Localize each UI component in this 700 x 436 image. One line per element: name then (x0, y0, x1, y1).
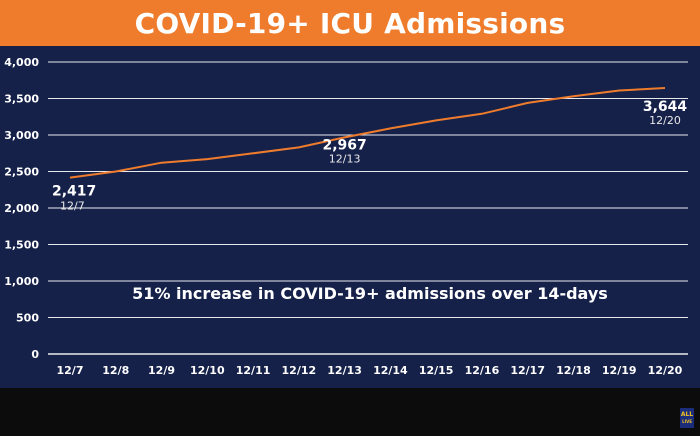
x-tick-label: 12/12 (282, 364, 317, 377)
y-tick-label: 0 (31, 348, 39, 361)
logo-line2: LIVE (682, 419, 692, 424)
data-label-value: 3,644 (643, 99, 688, 115)
x-tick-label: 12/19 (602, 364, 637, 377)
x-tick-label: 12/18 (556, 364, 591, 377)
y-tick-label: 1,000 (4, 275, 39, 288)
y-tick-label: 4,000 (4, 56, 39, 69)
y-tick-label: 3,500 (4, 93, 39, 106)
series-line (69, 87, 666, 179)
x-tick-label: 12/20 (648, 364, 683, 377)
line-chart: 05001,0001,5002,0002,5003,0003,5004,000 … (4, 56, 688, 377)
y-tick-label: 3,000 (4, 129, 39, 142)
data-label-value: 2,967 (322, 137, 366, 153)
x-tick-label: 12/10 (190, 364, 225, 377)
logo-line1: ALL (680, 411, 694, 418)
chart-note: 51% increase in COVID-19+ admissions ove… (132, 284, 608, 303)
channel-logo: ALL LIVE (680, 408, 694, 428)
x-tick-label: 12/11 (236, 364, 271, 377)
y-tick-label: 2,000 (4, 202, 39, 215)
x-tick-label: 12/16 (465, 364, 500, 377)
title-bar: COVID-19+ ICU Admissions (0, 0, 700, 46)
data-label-value: 2,417 (52, 184, 96, 200)
data-label-date: 12/20 (649, 114, 681, 127)
chart-title: COVID-19+ ICU Admissions (134, 6, 566, 40)
data-label-date: 12/13 (329, 152, 361, 165)
data-label-date: 12/7 (60, 200, 85, 213)
y-tick-label: 2,500 (4, 166, 39, 179)
x-tick-label: 12/17 (510, 364, 545, 377)
y-tick-label: 500 (16, 312, 39, 325)
x-tick-label: 12/15 (419, 364, 454, 377)
x-tick-label: 12/13 (327, 364, 362, 377)
x-tick-label: 12/14 (373, 364, 408, 377)
x-tick-label: 12/7 (57, 364, 84, 377)
chart-area: 0 500 1,000 1,500 2,000 2,500 3,000 3,500 4,000 … (0, 46, 700, 388)
y-tick-label: 1,500 (4, 239, 39, 252)
bottom-strip: ALL LIVE (0, 388, 700, 436)
x-tick-label: 12/9 (148, 364, 175, 377)
x-tick-label: 12/8 (102, 364, 129, 377)
